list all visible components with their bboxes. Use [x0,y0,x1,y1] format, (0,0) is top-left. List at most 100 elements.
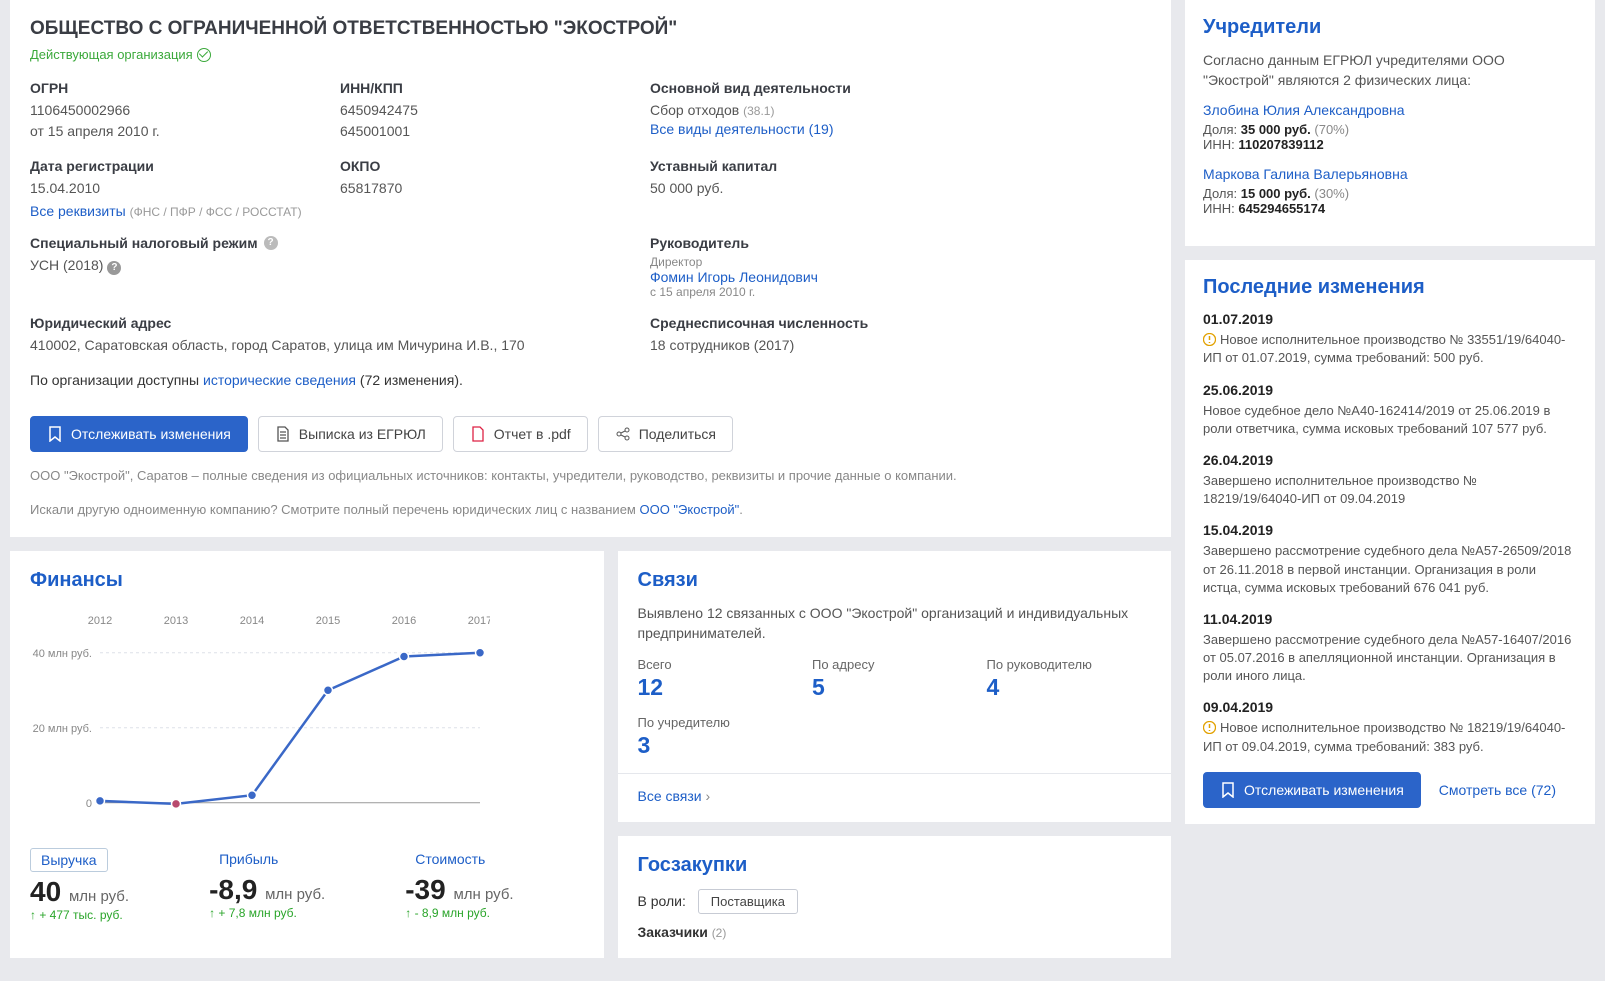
bookmark-icon [1220,782,1236,798]
tax-label: Специальный налоговый режим ? [30,235,630,251]
history-link[interactable]: исторические сведения [203,372,356,388]
founder-link[interactable]: Злобина Юлия Александровна [1203,102,1405,118]
staff-label: Среднесписочная численность [650,315,1151,331]
capital-label: Уставный капитал [650,158,1151,174]
tax-value: УСН (2018) [30,257,103,273]
finance-chart: 0 20 млн руб. 40 млн руб. 2012 2013 2014 2015 2… [30,604,584,834]
conn-director[interactable]: По руководителю 4 [987,657,1152,701]
okpo-value: 65817870 [340,178,630,199]
svg-text:2016: 2016 [392,615,416,627]
revenue-tab[interactable]: Выручка 40 млн руб. ↑ + 477 тыс. руб. [30,848,129,922]
change-item: 25.06.2019Новое судебное дело №А40-16241… [1203,382,1577,438]
svg-text:0: 0 [86,798,92,810]
activity-code: (38.1) [743,104,774,118]
help-icon[interactable]: ? [264,236,278,250]
founder-item: Злобина Юлия АлександровнаДоля: 35 000 р… [1203,102,1577,152]
svg-text:20 млн руб.: 20 млн руб. [33,723,92,735]
conn-founder[interactable]: По учредителю 3 [638,715,803,759]
capital-value: 50 000 руб. [650,178,1151,199]
founders-title[interactable]: Учредители [1203,16,1321,38]
connections-intro: Выявлено 12 связанных с ООО "Экострой" о… [638,604,1152,643]
staff-value: 18 сотрудников (2017) [650,335,1151,356]
change-item: 11.04.2019Завершено рассмотрение судебно… [1203,611,1577,686]
bookmark-icon [47,426,63,442]
activity-all-link[interactable]: Все виды деятельности (19) [650,121,834,137]
warning-icon [1203,721,1216,734]
history-prefix: По организации доступны [30,372,203,388]
arrow-up-icon: ↑ [405,906,411,920]
change-item: 26.04.2019Завершено исполнительное произ… [1203,452,1577,508]
director-link[interactable]: Фомин Игорь Леонидович [650,269,818,285]
track-changes-button[interactable]: Отслеживать изменения [1203,772,1421,808]
svg-text:2013: 2013 [164,615,188,627]
share-button[interactable]: Поделиться [598,416,733,452]
changes-title[interactable]: Последние изменения [1203,276,1425,298]
profit-tab[interactable]: Прибыль -8,9 млн руб. ↑ + 7,8 млн руб. [209,848,325,922]
help-icon[interactable]: ? [107,261,121,275]
same-name-link[interactable]: ООО "Экострой" [639,502,739,517]
company-header-card: ОБЩЕСТВО С ОГРАНИЧЕННОЙ ОТВЕТСТВЕННОСТЬЮ… [10,0,1171,537]
share-icon [615,426,631,442]
svg-text:2014: 2014 [240,615,264,627]
warning-icon [1203,333,1216,346]
finance-card: Финансы 0 20 млн руб. 40 млн руб. 2012 2013 2… [10,551,604,958]
change-item: 09.04.2019Новое исполнительное производс… [1203,699,1577,755]
regdate-label: Дата регистрации [30,158,320,174]
all-requisites-link[interactable]: Все реквизиты [30,203,126,219]
customers-count: (2) [712,926,727,940]
cost-label: Стоимость [405,848,495,870]
revenue-label: Выручка [30,848,108,872]
regdate-value: 15.04.2010 [30,178,320,199]
kpp-value: 645001001 [340,121,630,142]
all-requisites-note: (ФНС / ПФР / ФСС / РОССТАТ) [130,205,302,219]
svg-text:2017: 2017 [468,615,490,627]
changes-card: Последние изменения 01.07.2019Новое испо… [1185,260,1595,824]
ogrn-date: от 15 апреля 2010 г. [30,121,320,142]
svg-text:2012: 2012 [88,615,112,627]
inn-value: 6450942475 [340,100,630,121]
pdf-icon [470,426,486,442]
address-label: Юридический адрес [30,315,630,331]
customers-label: Заказчики [638,924,708,940]
document-icon [275,426,291,442]
connections-title[interactable]: Связи [638,569,698,591]
desc2-suffix: . [739,502,743,517]
address-value: 410002, Саратовская область, город Сарат… [30,335,630,356]
activity-label: Основной вид деятельности [650,80,1151,96]
cost-tab[interactable]: Стоимость -39 млн руб. ↑ - 8,9 млн руб. [405,848,513,922]
conn-address[interactable]: По адресу 5 [812,657,977,701]
role-selector[interactable]: Поставщика [698,889,798,914]
director-label: Руководитель [650,235,1151,251]
company-description: ООО "Экострой", Саратов – полные сведени… [30,466,1151,486]
procurement-card: Госзакупки В роли: Поставщика Заказчики … [618,836,1172,958]
desc2-prefix: Искали другую одноименную компанию? Смот… [30,502,639,517]
founder-item: Маркова Галина ВалерьяновнаДоля: 15 000 … [1203,166,1577,216]
profit-label: Прибыль [209,848,288,870]
pdf-button[interactable]: Отчет в .pdf [453,416,588,452]
director-role: Директор [650,255,1151,269]
track-button[interactable]: Отслеживать изменения [30,416,248,452]
egrul-button[interactable]: Выписка из ЕГРЮЛ [258,416,443,452]
company-title: ОБЩЕСТВО С ОГРАНИЧЕННОЙ ОТВЕТСТВЕННОСТЬЮ… [30,18,1151,40]
founders-card: Учредители Согласно данным ЕГРЮЛ учредит… [1185,0,1595,246]
conn-total[interactable]: Всего 12 [638,657,803,701]
change-item: 01.07.2019Новое исполнительное производс… [1203,311,1577,367]
inn-label: ИНН/КПП [340,80,630,96]
history-suffix: (72 изменения). [356,372,463,388]
founder-link[interactable]: Маркова Галина Валерьяновна [1203,166,1408,182]
ogrn-label: ОГРН [30,80,320,96]
all-connections-link[interactable]: Все связи [638,788,711,804]
activity-value: Сбор отходов [650,102,739,118]
arrow-up-icon: ↑ [30,908,36,922]
founders-intro: Согласно данным ЕГРЮЛ учредителями ООО "… [1203,51,1577,90]
ogrn-value: 1106450002966 [30,100,320,121]
connections-card: Связи Выявлено 12 связанных с ООО "Экост… [618,551,1172,822]
svg-text:2015: 2015 [316,615,340,627]
svg-text:40 млн руб.: 40 млн руб. [33,648,92,660]
procurement-title[interactable]: Госзакупки [638,854,748,876]
finance-title[interactable]: Финансы [30,569,123,591]
status-badge: Действующая организация [30,47,211,62]
all-changes-link[interactable]: Смотреть все (72) [1439,782,1556,798]
check-circle-icon [197,48,211,62]
arrow-up-icon: ↑ [209,906,215,920]
